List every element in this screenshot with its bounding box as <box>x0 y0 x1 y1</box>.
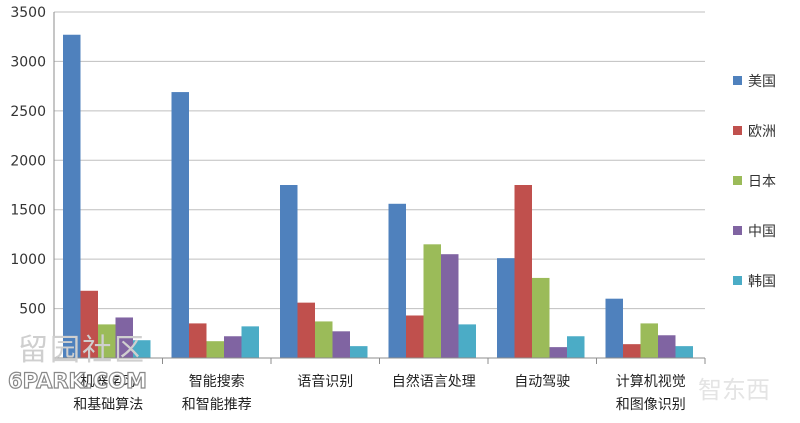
watermark: 留园社区 6PARK.COM 智东西 <box>7 333 770 404</box>
x-category-label: 语音识别 <box>297 373 353 390</box>
legend-label: 日本 <box>748 174 776 190</box>
bar <box>623 344 641 358</box>
y-tick-label: 3000 <box>10 54 46 70</box>
bar <box>63 34 81 358</box>
y-tick-label: 1000 <box>10 252 46 268</box>
y-tick-label: 2000 <box>10 153 46 169</box>
bar <box>206 341 224 358</box>
bar <box>280 185 298 358</box>
bar <box>98 324 116 358</box>
legend-swatch <box>733 176 742 185</box>
x-category-label: 机器学习 <box>80 374 136 390</box>
legend-swatch <box>733 126 742 135</box>
bar <box>80 290 98 358</box>
x-category-label: 和智能推荐 <box>182 397 252 413</box>
legend-label: 中国 <box>748 224 776 240</box>
bar <box>315 321 333 358</box>
bar <box>549 347 567 358</box>
x-category-label: 和图像识别 <box>616 397 686 413</box>
y-tick-label: 2500 <box>10 104 46 120</box>
bar <box>567 336 585 358</box>
y-tick-label: 500 <box>19 302 46 318</box>
watermark-en-text: 6PARK.COM <box>8 369 147 393</box>
x-category-label: 计算机视觉 <box>616 374 686 390</box>
bar <box>388 203 406 358</box>
legend-swatch <box>733 76 742 85</box>
x-category-label: 自然语言处理 <box>392 373 476 390</box>
bar <box>133 340 151 358</box>
bar-series <box>63 34 693 359</box>
x-category-label: 和基础算法 <box>73 396 143 413</box>
y-axis-ticks: 500 1000 1500 2000 2500 3000 3500 <box>10 5 46 318</box>
bar <box>224 336 242 358</box>
bar <box>332 331 350 358</box>
bar <box>675 346 693 358</box>
bar <box>115 317 133 358</box>
bar <box>497 258 515 358</box>
x-category-label: 自动驾驶 <box>514 374 570 390</box>
bar <box>189 323 207 358</box>
legend-label: 欧洲 <box>748 124 776 140</box>
bar <box>514 185 532 358</box>
bar <box>171 92 189 359</box>
gridlines <box>54 11 705 310</box>
y-tick-label: 1500 <box>10 203 46 219</box>
bar <box>241 326 259 358</box>
bar <box>297 302 315 358</box>
y-tick-label: 3500 <box>10 5 46 21</box>
watermark-logo: 智东西 <box>698 376 770 404</box>
bar <box>658 335 676 358</box>
bar <box>423 244 441 358</box>
bar <box>458 324 476 358</box>
legend-label: 美国 <box>748 74 776 90</box>
legend-swatch <box>733 276 742 285</box>
axes <box>53 12 706 364</box>
bar <box>605 298 623 358</box>
bar <box>640 323 658 358</box>
x-category-label: 智能搜索 <box>189 373 245 390</box>
bar <box>350 346 368 358</box>
bar <box>532 277 550 358</box>
legend-label: 韩国 <box>748 274 776 290</box>
bar <box>441 254 459 358</box>
bar <box>406 315 424 358</box>
watermark-cn-text: 留园社区 <box>18 333 146 368</box>
legend-swatch <box>733 226 742 235</box>
